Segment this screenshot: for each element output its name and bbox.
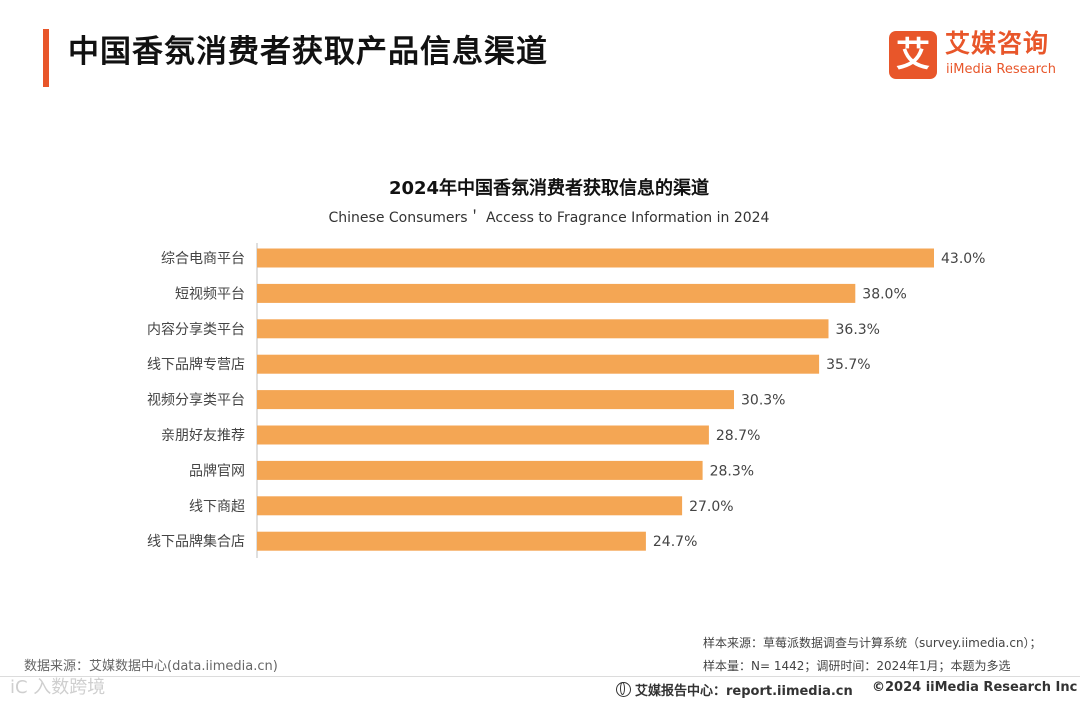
bar-3 (257, 319, 829, 339)
bar-6 (257, 425, 709, 445)
bar-1 (257, 248, 934, 268)
globe-icon (616, 682, 631, 697)
title-accent-bar (43, 29, 49, 87)
category-label: 品牌官网 (189, 462, 245, 479)
bar-group: 综合电商平台 43.0% 短视频平台 38.0% 内容分享类平台 36.3% 线下品牌专营店… (147, 248, 985, 551)
sample-size-note: 样本量：N= 1442；调研时间：2024年1月；本题为多选 (703, 659, 1011, 673)
value-label: 28.7% (716, 428, 760, 444)
logo-mark-icon: 艾 (889, 31, 937, 79)
category-label: 线下品牌集合店 (147, 533, 245, 550)
value-label: 27.0% (689, 499, 733, 515)
bar-4 (257, 354, 820, 374)
bar-9 (257, 531, 646, 551)
value-label: 36.3% (836, 322, 880, 338)
value-label: 30.3% (741, 393, 785, 409)
category-label: 内容分享类平台 (147, 321, 245, 338)
bar-7 (257, 460, 703, 480)
logo-cn-text: 艾媒咨询 (945, 29, 1050, 58)
category-label: 视频分享类平台 (147, 392, 245, 409)
chart-title: 2024年中国香氛消费者获取信息的渠道 (388, 178, 710, 199)
footer-report-text: 艾媒报告中心：report.iimedia.cn (635, 684, 853, 699)
logo-en-text: iiMedia Research (946, 62, 1057, 77)
bar-5 (257, 390, 734, 410)
chart-subtitle: Chinese Consumers＇ Access to Fragrance I… (328, 210, 770, 226)
category-label: 线下品牌专营店 (147, 356, 245, 373)
value-label: 35.7% (826, 357, 870, 373)
watermark: iC 入数跨境 (10, 677, 106, 698)
data-source-note: 数据来源：艾媒数据中心(data.iimedia.cn) (24, 659, 278, 674)
category-label: 亲朋好友推荐 (161, 428, 245, 444)
iimedia-logo: 艾 艾媒咨询 iiMedia Research (889, 29, 1064, 81)
value-label: 38.0% (862, 286, 906, 302)
footer-copyright: ©2024 iiMedia Research Inc (872, 680, 1078, 695)
value-label: 28.3% (710, 463, 754, 479)
category-label: 综合电商平台 (161, 251, 245, 267)
page-title: 中国香氛消费者获取产品信息渠道 (68, 34, 548, 70)
category-label: 线下商超 (189, 499, 245, 515)
sample-source-note: 样本来源：草莓派数据调查与计算系统（survey.iimedia.cn）； (703, 636, 1042, 650)
value-label: 43.0% (941, 251, 985, 267)
category-label: 短视频平台 (175, 286, 245, 302)
value-label: 24.7% (653, 534, 697, 550)
footer-report-center[interactable]: 艾媒报告中心：report.iimedia.cn (616, 680, 853, 699)
bar-2 (257, 283, 856, 303)
bar-8 (257, 496, 683, 516)
footer-divider (0, 676, 1080, 677)
